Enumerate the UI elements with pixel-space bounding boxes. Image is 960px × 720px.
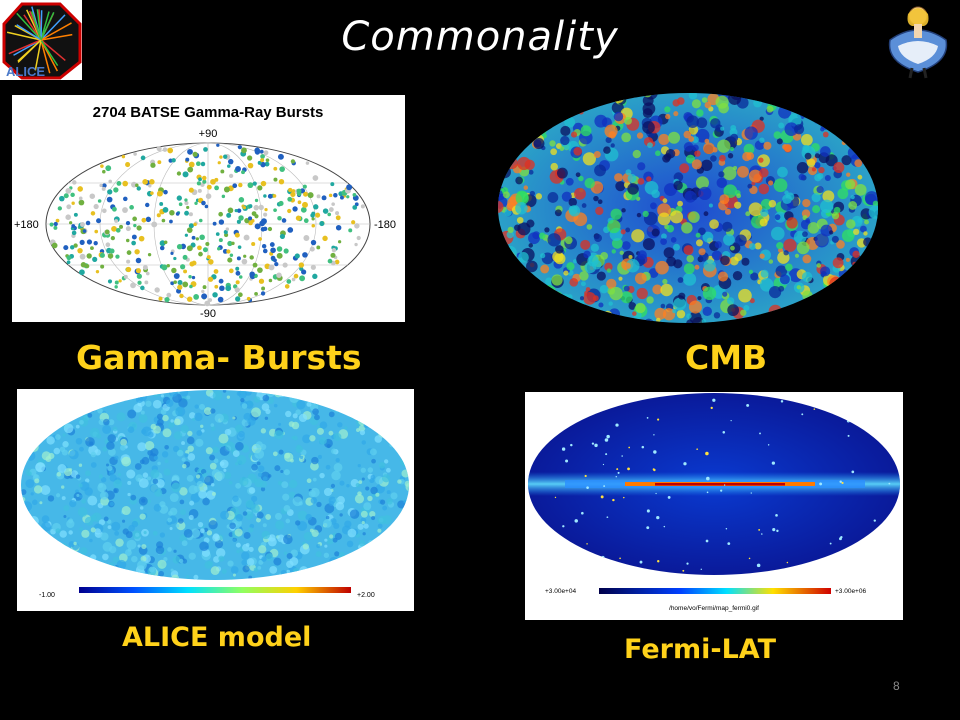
grb-sky-map: 2704 BATSE Gamma-Ray Bursts +90 -90 +180…	[12, 95, 405, 322]
alice-illustration-icon	[880, 2, 956, 80]
grb-label-right: -180	[374, 219, 396, 231]
page-number: 8	[893, 679, 900, 693]
grb-label-bottom: -90	[200, 308, 216, 320]
grb-label-left: +180	[14, 219, 39, 231]
grb-label-top: +90	[199, 128, 218, 140]
grb-plot-title: 2704 BATSE Gamma-Ray Bursts	[93, 104, 324, 121]
logo-text: ALICE	[6, 64, 45, 79]
page-title: Commonality	[341, 14, 619, 60]
fermi-lat-map: +3.00e+04 +3.00e+06 /home/vo/Fermi/map_f…	[525, 392, 903, 620]
fermi-scale-min: +3.00e+04	[545, 588, 576, 595]
fermi-caption: Fermi-LAT	[624, 634, 776, 665]
alice-scale-min: -1.00	[39, 592, 55, 599]
fermi-scale-max: +3.00e+06	[835, 588, 866, 595]
cmb-caption: CMB	[685, 338, 768, 377]
cmb-sky-map	[497, 92, 879, 324]
alice-caption: ALICE model	[122, 622, 312, 653]
alice-logo: ALICE	[0, 0, 82, 80]
alice-model-map: -1.00 +2.00	[17, 389, 414, 611]
fermi-file-path: /home/vo/Fermi/map_fermi0.gif	[669, 605, 759, 612]
grb-caption: Gamma- Bursts	[76, 338, 362, 377]
alice-scale-max: +2.00	[357, 592, 375, 599]
